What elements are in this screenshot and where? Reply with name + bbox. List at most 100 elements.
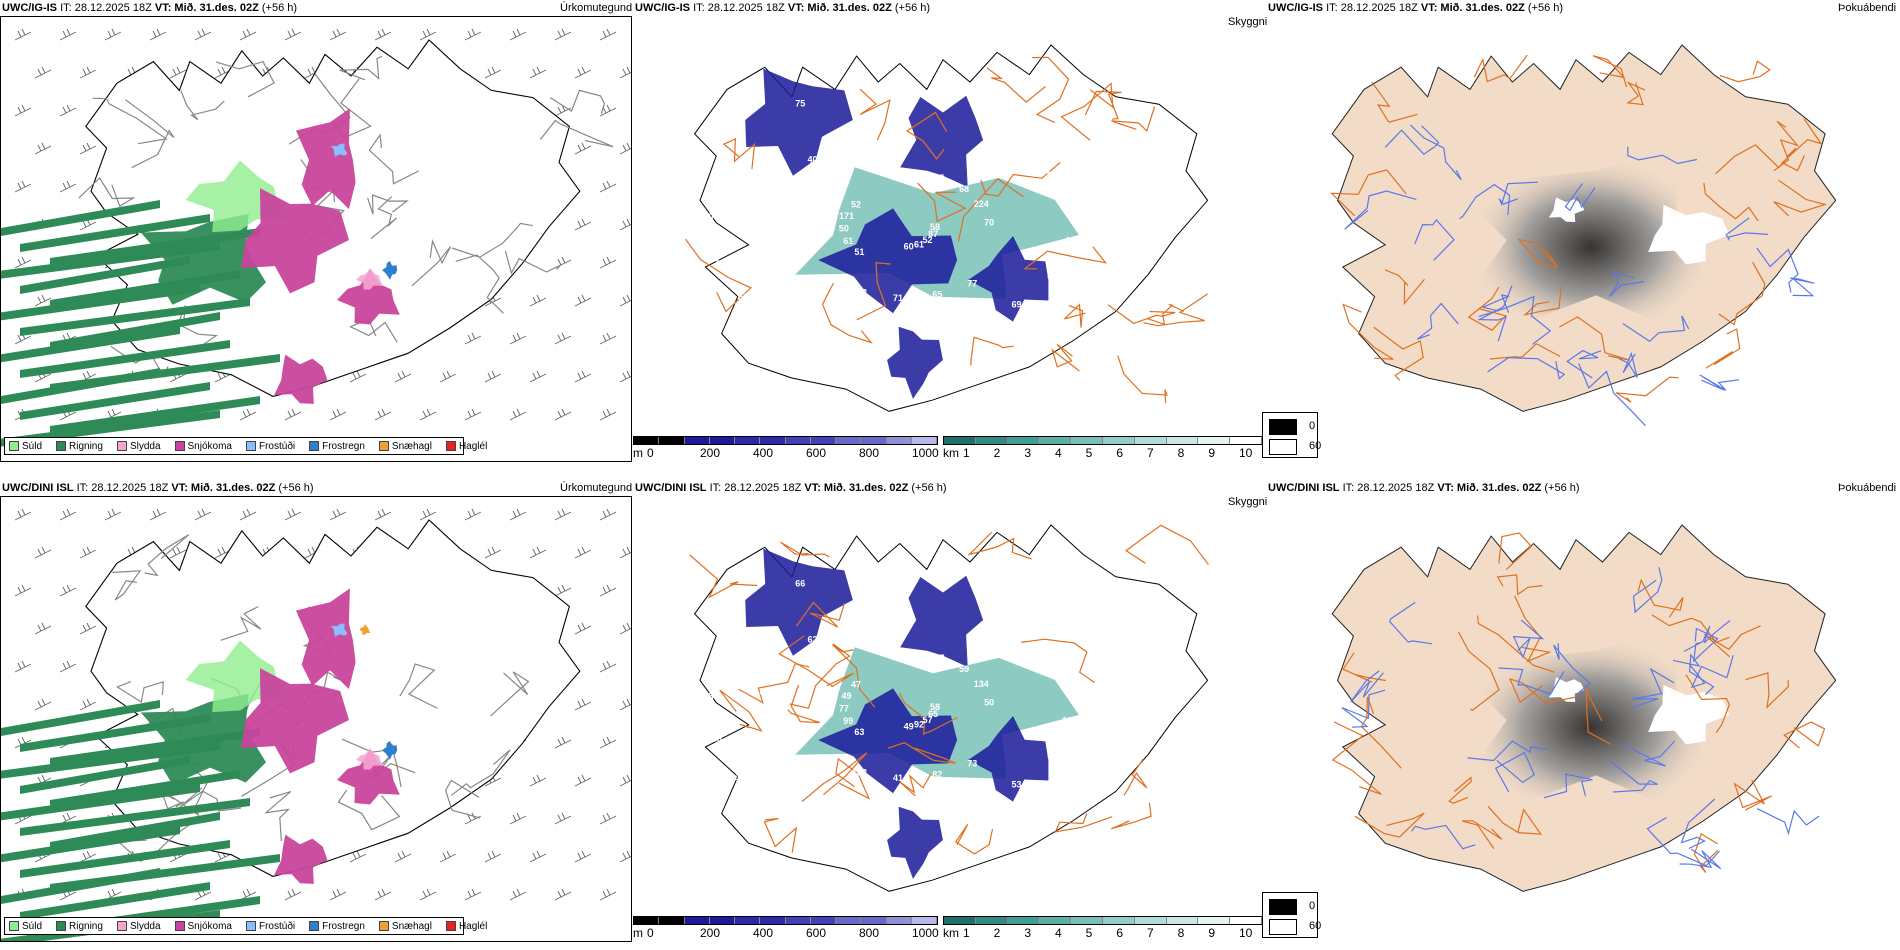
wind-barb [419, 888, 437, 901]
visibility-value-label: 99 [759, 207, 769, 217]
freezing-drizzle-area [331, 623, 348, 637]
wind-barb [394, 370, 412, 383]
wind-barb [329, 28, 347, 41]
road-line [1457, 631, 1500, 712]
rain-streak [20, 882, 210, 920]
map-header: UWC/IG-IS IT: 28.12.2025 18Z VT: Mið. 31… [1268, 2, 1563, 14]
wind-barb [619, 546, 631, 559]
valid-time: Mið. 31.des. 02Z [1440, 2, 1525, 14]
wind-barb [574, 142, 592, 155]
wind-barb [329, 408, 347, 421]
visibility-value-label: 79 [709, 254, 719, 264]
wind-barb [574, 622, 592, 635]
wind-barb [574, 370, 592, 383]
scale-meters: m 0 200 400 600 800 1000 [633, 916, 939, 942]
wind-barb [349, 850, 367, 863]
wind-barb [59, 660, 77, 673]
wind-barb [79, 142, 97, 155]
road-line [220, 605, 262, 641]
wind-barb [439, 370, 457, 383]
sleet-area [355, 268, 383, 290]
scale-bar [943, 436, 1263, 445]
road-line [1718, 261, 1766, 326]
rain-streak [1, 200, 160, 237]
road-line [1111, 106, 1156, 132]
legend-item: Rigning [56, 921, 103, 932]
road-line [1585, 688, 1612, 746]
scale-meters: m 0 200 400 600 800 1000 [633, 436, 939, 462]
road-line [1626, 81, 1646, 106]
freezing-drizzle-area [331, 143, 348, 157]
visibility-value-label: 37 [946, 86, 956, 96]
wind-barb [104, 508, 122, 521]
wind-barb [619, 66, 631, 79]
fog-legend-box: 0 60 [1262, 412, 1321, 458]
visibility-value-label: 65 [1040, 166, 1050, 176]
legend-swatch [245, 921, 256, 931]
visibility-value-label: 168 [736, 772, 751, 782]
road-line [1354, 812, 1425, 838]
wind-barb [574, 218, 592, 231]
road-line [1031, 56, 1070, 123]
road-line [539, 119, 614, 148]
road-line [1487, 357, 1566, 380]
wind-barb [464, 332, 482, 345]
wind-barb [599, 332, 617, 345]
legend-label: Frostúði [258, 920, 296, 932]
legend-item: Snæhagl [378, 440, 432, 452]
road-line [1637, 578, 1684, 618]
wind-barb [239, 508, 257, 521]
wind-barb [34, 546, 52, 559]
legend-label: Rigning [69, 920, 103, 932]
valid-label: VT: [1437, 482, 1454, 494]
snow-area [296, 588, 356, 690]
valid-time: Mið. 31.des. 02Z [823, 482, 909, 494]
rain-streak [20, 340, 230, 378]
road-line [549, 89, 606, 115]
wind-barb [59, 584, 77, 597]
wind-barb [574, 294, 592, 307]
road-line [1714, 144, 1797, 175]
road-line [835, 757, 871, 800]
scale-tick-label: 7 [1147, 926, 1154, 940]
scale-unit: km [943, 926, 959, 940]
wind-barb [329, 508, 347, 521]
sleet-area [355, 748, 383, 770]
visibility-value-label: 52 [922, 235, 932, 245]
road-line [856, 262, 891, 321]
legend-item: Snjókoma [174, 441, 232, 452]
visibility-value-label: 92 [1047, 751, 1057, 761]
legend-label: Snæhagl [391, 440, 432, 452]
map-header: UWC/DINI ISL IT: 28.12.2025 18Z VT: Mið.… [635, 482, 947, 494]
wind-barb [419, 408, 437, 421]
road-line [1512, 619, 1545, 659]
wind-barb [554, 28, 572, 41]
fog-value: 0 [1309, 420, 1316, 432]
wind-barb [284, 888, 302, 901]
road-line [801, 752, 868, 802]
visibility-map: 58 63 65 73 39 55 57 66 65 99 77 82 51 60 62 53 57 77 59 41… [689, 524, 1209, 892]
very-low-visibility-area [745, 548, 853, 656]
visibility-map: 58 51 69 77 99 65 98 75 87 61 65 65 63 66 20 43 52 50 68 71… [685, 44, 1209, 412]
wind-barb [554, 584, 572, 597]
visibility-value-label: 47 [1017, 105, 1027, 115]
scale-unit: m [633, 446, 643, 460]
road-line [1487, 805, 1543, 835]
road-line [1342, 303, 1394, 360]
visibility-value-label: 57 [847, 820, 857, 830]
road-line [1341, 689, 1386, 728]
legend-item: Súld [9, 921, 42, 932]
road-line [1143, 293, 1209, 327]
road-line [899, 774, 932, 797]
wind-barb [599, 584, 617, 597]
road-line [1680, 798, 1716, 850]
init-time: IT: 28.12.2025 18Z [1326, 2, 1418, 14]
lead-time: (+56 h) [1544, 482, 1580, 494]
wind-barb [239, 408, 257, 421]
model-name: UWC/DINI ISL [2, 482, 74, 494]
map-header: UWC/IG-IS IT: 28.12.2025 18Z VT: Mið. 31… [2, 2, 297, 14]
wind-barb [59, 180, 77, 193]
scale-tick-label: 1 [963, 926, 970, 940]
fog-swatch-black [1269, 419, 1297, 435]
wind-barb [79, 698, 97, 711]
